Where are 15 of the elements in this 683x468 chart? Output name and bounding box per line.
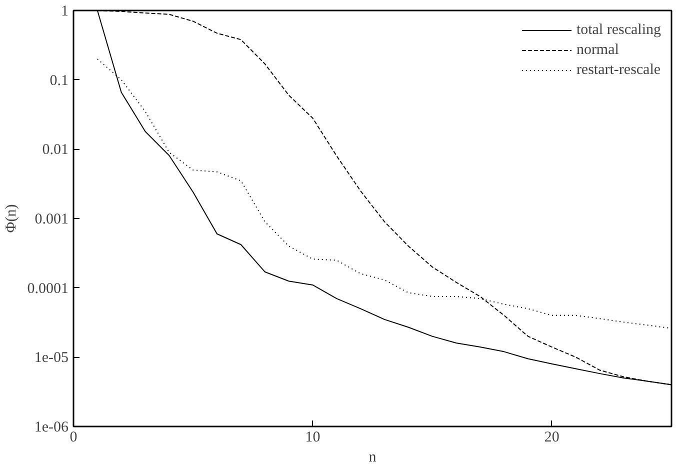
y-tick-label: 0.0001 [27, 280, 68, 297]
y-tick-label: 1 [61, 4, 68, 20]
y-tick-label: 1e-05 [34, 350, 69, 366]
y-tick-label: 0.001 [34, 212, 68, 228]
x-tick-label: 20 [544, 430, 560, 446]
y-tick-label: 0.01 [42, 142, 68, 158]
y-axis-title: Φ(n) [3, 204, 20, 233]
x-axis-title: n [368, 450, 377, 466]
x-tick-label: 0 [70, 430, 78, 446]
y-tick-label: 1e-06 [34, 420, 69, 436]
legend-label: restart-rescale [576, 62, 661, 78]
x-tick-label: 10 [305, 430, 320, 446]
y-tick-label: 0.1 [50, 72, 68, 89]
legend-label: normal [576, 42, 619, 58]
legend-label: total rescaling [576, 22, 661, 38]
